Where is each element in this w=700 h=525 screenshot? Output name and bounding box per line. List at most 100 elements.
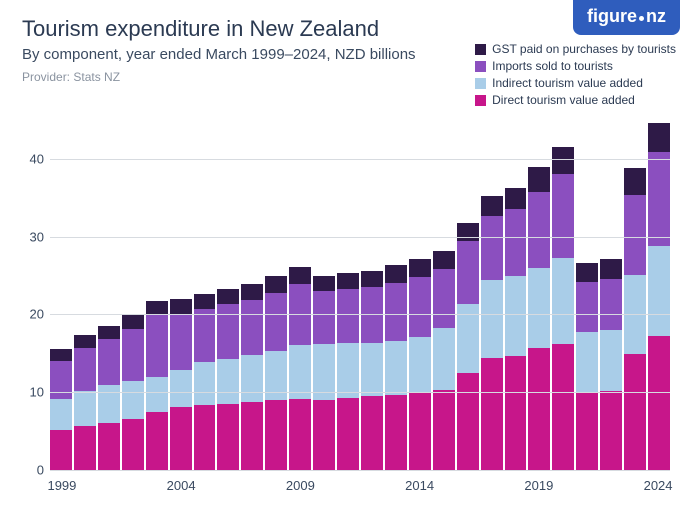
- bar-segment-imports: [122, 329, 144, 380]
- bar-segment-gst: [624, 168, 646, 194]
- bar-segment-direct: [241, 402, 263, 470]
- bar-segment-imports: [194, 309, 216, 362]
- bar-segment-indirect: [217, 359, 239, 404]
- bar-segment-gst: [433, 251, 455, 270]
- legend-label: Direct tourism value added: [492, 93, 635, 107]
- legend-item: Indirect tourism value added: [475, 76, 676, 90]
- x-tick-label: 2009: [286, 478, 315, 493]
- bar-column: [337, 120, 359, 470]
- x-tick-label: 2019: [524, 478, 553, 493]
- bar-column: [74, 120, 96, 470]
- bar-segment-direct: [409, 392, 431, 470]
- brand-dot-icon: [639, 16, 644, 21]
- bar-column: [624, 120, 646, 470]
- bar-segment-gst: [289, 267, 311, 284]
- bar-segment-indirect: [648, 246, 670, 336]
- y-tick-label: 20: [18, 307, 44, 322]
- brand-text-1: figure: [587, 6, 637, 27]
- bar-column: [457, 120, 479, 470]
- bar-column: [648, 120, 670, 470]
- gridline: [50, 237, 670, 238]
- legend-item: Direct tourism value added: [475, 93, 676, 107]
- bar-segment-indirect: [337, 343, 359, 397]
- bar-segment-direct: [146, 412, 168, 470]
- bar-segment-indirect: [433, 328, 455, 390]
- bar-segment-direct: [289, 399, 311, 470]
- bar-segment-direct: [194, 405, 216, 470]
- legend-label: GST paid on purchases by tourists: [492, 42, 676, 56]
- bar-segment-indirect: [122, 381, 144, 420]
- x-axis: 1999 2004 2009 2014 2019 2024: [50, 470, 670, 500]
- bar-segment-direct: [122, 419, 144, 470]
- legend-swatch-icon: [475, 78, 486, 89]
- bar-segment-imports: [600, 279, 622, 330]
- bar-segment-direct: [528, 348, 550, 470]
- bar-segment-imports: [409, 277, 431, 337]
- bar-column: [433, 120, 455, 470]
- gridline: [50, 392, 670, 393]
- bar-segment-indirect: [409, 337, 431, 392]
- bar-segment-imports: [98, 339, 120, 385]
- bar-segment-direct: [337, 398, 359, 470]
- bar-segment-direct: [50, 430, 72, 470]
- x-tick-label: 1999: [47, 478, 76, 493]
- bar-segment-gst: [337, 273, 359, 289]
- bar-segment-indirect: [600, 330, 622, 391]
- x-tick-label: 2014: [405, 478, 434, 493]
- bar-segment-imports: [457, 241, 479, 304]
- bar-column: [385, 120, 407, 470]
- brand-text-2: nz: [646, 6, 666, 27]
- bar-segment-direct: [576, 392, 598, 470]
- y-tick-label: 10: [18, 385, 44, 400]
- bar-segment-gst: [457, 223, 479, 240]
- bar-segment-direct: [170, 407, 192, 470]
- chart-provider: Provider: Stats NZ: [22, 70, 120, 84]
- x-tick-label: 2004: [167, 478, 196, 493]
- legend-swatch-icon: [475, 95, 486, 106]
- bar-segment-gst: [648, 123, 670, 152]
- bar-column: [481, 120, 503, 470]
- bar-segment-gst: [600, 259, 622, 278]
- legend-item: GST paid on purchases by tourists: [475, 42, 676, 56]
- bar-segment-imports: [170, 314, 192, 371]
- bar-column: [313, 120, 335, 470]
- bar-segment-indirect: [528, 268, 550, 348]
- bar-segment-indirect: [289, 345, 311, 399]
- bar-segment-gst: [528, 167, 550, 193]
- bar-column: [505, 120, 527, 470]
- bar-column: [576, 120, 598, 470]
- bar-segment-direct: [481, 358, 503, 470]
- y-tick-label: 0: [18, 463, 44, 478]
- bar-segment-direct: [385, 395, 407, 470]
- bar-segment-imports: [552, 174, 574, 258]
- bar-segment-direct: [74, 426, 96, 470]
- bar-segment-indirect: [170, 370, 192, 407]
- bar-segment-direct: [265, 400, 287, 470]
- legend-swatch-icon: [475, 61, 486, 72]
- bar-segment-imports: [50, 361, 72, 399]
- bar-column: [170, 120, 192, 470]
- x-tick-label: 2024: [644, 478, 673, 493]
- bar-column: [98, 120, 120, 470]
- bar-segment-direct: [313, 400, 335, 470]
- bar-segment-imports: [624, 195, 646, 275]
- bar-segment-imports: [528, 192, 550, 267]
- bar-segment-gst: [74, 335, 96, 347]
- bar-segment-indirect: [74, 391, 96, 426]
- bar-segment-imports: [74, 348, 96, 391]
- bar-segment-gst: [241, 284, 263, 300]
- bar-segment-imports: [481, 216, 503, 281]
- bar-segment-gst: [385, 265, 407, 282]
- bar-segment-gst: [313, 276, 335, 292]
- bar-column: [600, 120, 622, 470]
- bar-segment-imports: [146, 315, 168, 377]
- bar-segment-direct: [505, 356, 527, 470]
- bar-segment-indirect: [241, 355, 263, 402]
- bar-column: [409, 120, 431, 470]
- y-tick-label: 40: [18, 151, 44, 166]
- gridline: [50, 470, 670, 471]
- bar-segment-direct: [361, 396, 383, 470]
- bar-segment-indirect: [194, 362, 216, 406]
- bar-column: [241, 120, 263, 470]
- bar-segment-indirect: [505, 276, 527, 357]
